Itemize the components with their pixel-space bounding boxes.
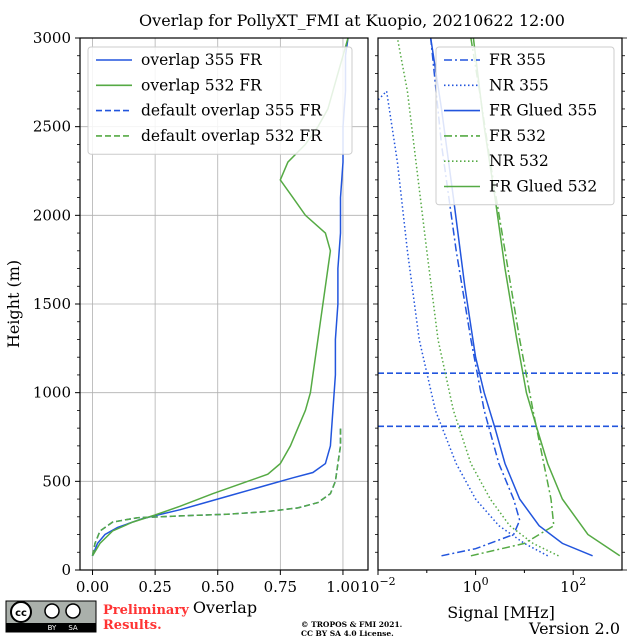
signal-panel: 10−2 100 102 FR 355 NR 355 FR Glued 355 FR 532… [360, 37, 627, 596]
axes-frame [79, 37, 369, 571]
y-tick-label: 3000 [33, 29, 71, 47]
x-tick-label: 10−2 [360, 575, 395, 596]
y-tick-label: 1000 [33, 384, 71, 402]
sa-label: SA [68, 624, 78, 632]
preliminary-line2: Results. [103, 618, 162, 633]
series-line [91, 428, 342, 556]
y-tick-label: 500 [42, 472, 71, 490]
overlap-panel: 0.00 0.25 0.50 0.75 1.00 0 500 1000 1500 2000 2500… [33, 29, 369, 596]
x-tick-label: 102 [560, 575, 586, 596]
sa-icon [65, 603, 81, 619]
legend-box [87, 46, 353, 155]
legend-label: NR 532 [489, 152, 549, 170]
x-tick-label: 0.50 [201, 578, 234, 596]
legend-label: default overlap 355 FR [141, 102, 323, 120]
signal-x-label: Signal [MHz] [447, 603, 555, 622]
legend-label: overlap 532 FR [141, 76, 263, 94]
legend-label: FR 355 [489, 51, 546, 69]
legend-label: default overlap 532 FR [141, 127, 323, 145]
series-line [429, 38, 521, 557]
x-tick-label: 1.00 [326, 578, 359, 596]
legend-label: FR Glued 355 [489, 102, 597, 120]
license-badge-strip [6, 623, 96, 632]
version-label: Version 2.0 [528, 619, 620, 638]
legend-label: overlap 355 FR [141, 51, 263, 69]
y-tick-label: 2500 [33, 118, 71, 136]
legend-label: FR 532 [489, 127, 546, 145]
y-tick-label: 1500 [33, 295, 71, 313]
license-badge: cc BY SA [5, 600, 97, 633]
legend-label: FR Glued 532 [489, 178, 597, 196]
copyright-line2: CC BY SA 4.0 License. [301, 629, 394, 638]
axes-frame [377, 37, 623, 571]
cc-icon-text: cc [15, 608, 27, 619]
legend-label: NR 355 [489, 76, 549, 94]
x-tick-label: 0.25 [138, 578, 171, 596]
y-axis-label: Height (m) [4, 260, 23, 348]
x-tick-label: 100 [463, 575, 489, 596]
legend-box [435, 46, 615, 206]
chart-title: Overlap for PollyXT_FMI at Kuopio, 20210… [139, 11, 565, 30]
preliminary-line1: Preliminary [103, 603, 189, 618]
by-icon [44, 603, 60, 619]
cc-icon [10, 601, 32, 623]
y-tick-label: 2000 [33, 206, 71, 224]
by-label: BY [48, 624, 57, 632]
y-tick-label: 0 [61, 561, 71, 579]
x-tick-label: 0.00 [76, 578, 109, 596]
x-tick-label: 0.75 [264, 578, 297, 596]
copyright-line1: © TROPOS & FMI 2021. [301, 620, 402, 629]
overlap-x-label: Overlap [193, 598, 257, 617]
